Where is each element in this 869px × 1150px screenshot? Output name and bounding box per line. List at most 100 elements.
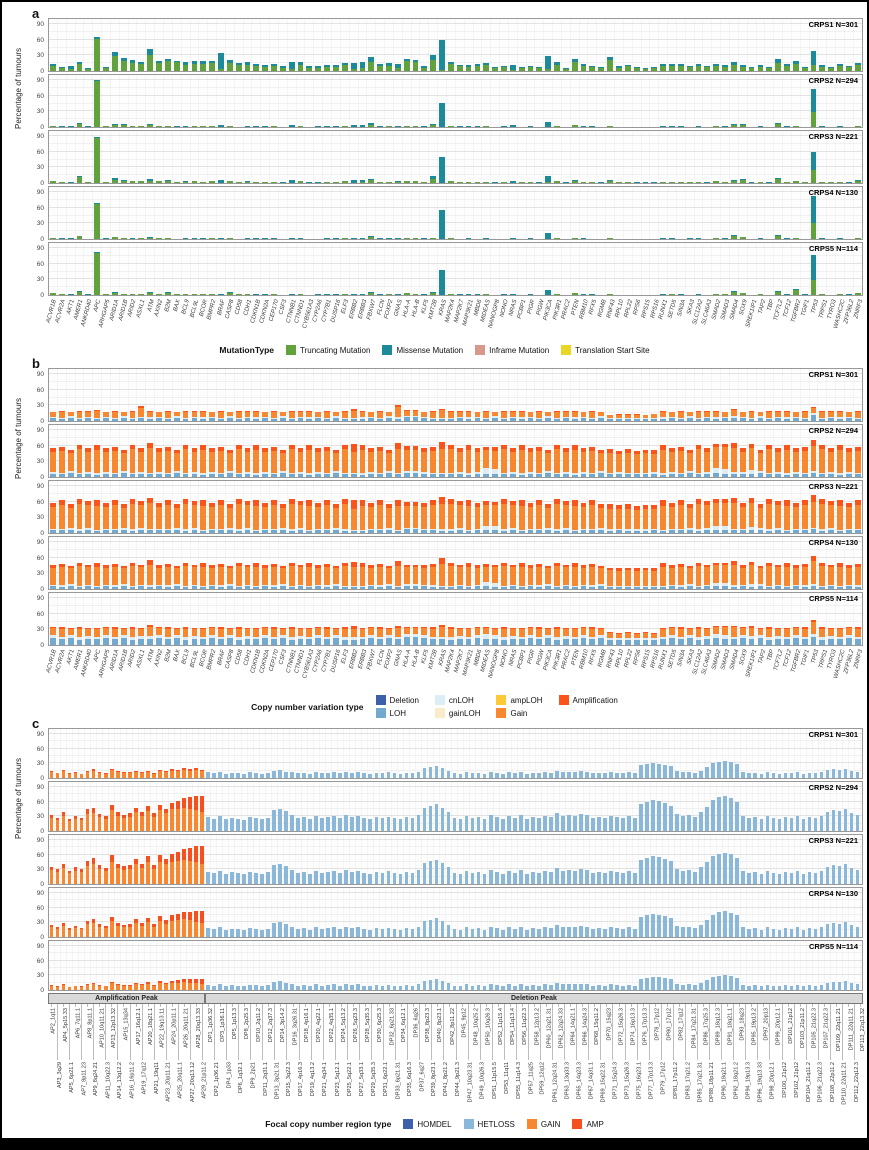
bar bbox=[501, 126, 507, 127]
bar-segment bbox=[76, 410, 83, 412]
bar-segment bbox=[209, 418, 215, 421]
bar-segment bbox=[147, 560, 154, 565]
bar bbox=[164, 59, 171, 71]
bar bbox=[218, 410, 224, 421]
bar-segment bbox=[120, 528, 127, 530]
bar bbox=[607, 449, 613, 477]
bar-segment bbox=[536, 566, 543, 586]
bar-segment bbox=[85, 417, 92, 419]
bar bbox=[748, 626, 755, 645]
bar-segment bbox=[244, 126, 251, 127]
bar-segment bbox=[226, 125, 233, 126]
bar-segment bbox=[430, 446, 437, 452]
bar-segment bbox=[695, 238, 702, 239]
bar-segment bbox=[421, 528, 428, 531]
bar bbox=[164, 410, 171, 421]
bar bbox=[536, 238, 543, 239]
bar-segment bbox=[191, 418, 198, 421]
bar-slot bbox=[252, 243, 261, 295]
bar bbox=[67, 125, 74, 127]
bar-segment bbox=[695, 444, 702, 450]
bar-segment bbox=[739, 507, 746, 529]
bar-segment bbox=[456, 411, 463, 413]
bar-segment bbox=[819, 627, 826, 629]
bar-segment bbox=[200, 181, 207, 182]
bar-slot bbox=[527, 481, 536, 533]
bar bbox=[456, 181, 463, 183]
bar bbox=[244, 501, 251, 533]
bar-segment bbox=[76, 236, 83, 239]
bar bbox=[465, 65, 472, 71]
bar bbox=[580, 411, 587, 421]
bar-segment bbox=[474, 528, 481, 531]
bar-segment bbox=[173, 628, 180, 635]
bar-segment bbox=[536, 639, 543, 645]
bar bbox=[324, 500, 330, 533]
bar bbox=[562, 238, 569, 239]
bar-segment bbox=[722, 499, 728, 504]
bar-segment bbox=[253, 418, 260, 421]
bar-segment bbox=[616, 638, 622, 641]
bar-segment bbox=[394, 499, 401, 507]
bar-slot bbox=[252, 131, 261, 183]
bar bbox=[828, 501, 835, 533]
bar-segment bbox=[156, 638, 162, 645]
bar-segment bbox=[739, 471, 746, 474]
bar bbox=[509, 294, 516, 295]
bar bbox=[297, 293, 304, 295]
bar bbox=[580, 502, 587, 533]
bar-segment bbox=[288, 628, 295, 638]
bar-segment bbox=[173, 568, 180, 585]
bar bbox=[386, 125, 392, 127]
bar-slot bbox=[199, 593, 208, 645]
bar-segment bbox=[147, 626, 154, 637]
bar bbox=[598, 126, 605, 127]
bar-segment bbox=[129, 410, 136, 412]
bar-segment bbox=[527, 67, 534, 71]
bar bbox=[474, 126, 481, 127]
bar-slot bbox=[509, 369, 518, 421]
bar-slot bbox=[474, 131, 483, 183]
bar bbox=[819, 65, 826, 71]
bar-segment bbox=[562, 69, 569, 71]
bar-segment bbox=[739, 67, 746, 71]
bar bbox=[209, 60, 215, 71]
bar bbox=[801, 410, 808, 421]
bar-slot bbox=[721, 75, 730, 127]
bar-slot bbox=[84, 369, 93, 421]
bar-segment bbox=[394, 529, 401, 531]
major-gridline bbox=[49, 54, 862, 56]
bar-segment bbox=[686, 634, 693, 638]
bar-segment bbox=[713, 66, 720, 71]
bar-segment bbox=[164, 180, 171, 181]
bar-slot bbox=[376, 425, 385, 477]
bar-segment bbox=[677, 585, 684, 587]
bar-segment bbox=[695, 504, 702, 530]
bar-segment bbox=[616, 182, 622, 183]
bar-segment bbox=[111, 528, 118, 531]
bar-slot bbox=[474, 369, 483, 421]
bar-segment bbox=[156, 293, 162, 294]
bar-slot bbox=[58, 131, 67, 183]
bar-slot bbox=[765, 481, 774, 533]
bar-segment bbox=[173, 126, 180, 127]
bar bbox=[76, 562, 83, 589]
bar-segment bbox=[686, 238, 693, 239]
bar-segment bbox=[545, 634, 552, 638]
bar-segment bbox=[598, 627, 605, 629]
bar-slot bbox=[544, 369, 553, 421]
bar-segment bbox=[713, 525, 720, 530]
bar-segment bbox=[757, 238, 764, 239]
bar-segment bbox=[810, 636, 817, 645]
bar bbox=[748, 66, 755, 71]
bar-segment bbox=[660, 500, 667, 507]
bar bbox=[527, 294, 534, 295]
bar bbox=[200, 500, 207, 533]
bar-slot bbox=[93, 537, 102, 589]
bar-slot bbox=[456, 19, 465, 71]
bar-segment bbox=[784, 529, 790, 531]
bar-segment bbox=[209, 126, 215, 127]
bar-slot bbox=[544, 187, 553, 239]
bar-segment bbox=[509, 584, 516, 587]
bar-segment bbox=[562, 451, 569, 473]
